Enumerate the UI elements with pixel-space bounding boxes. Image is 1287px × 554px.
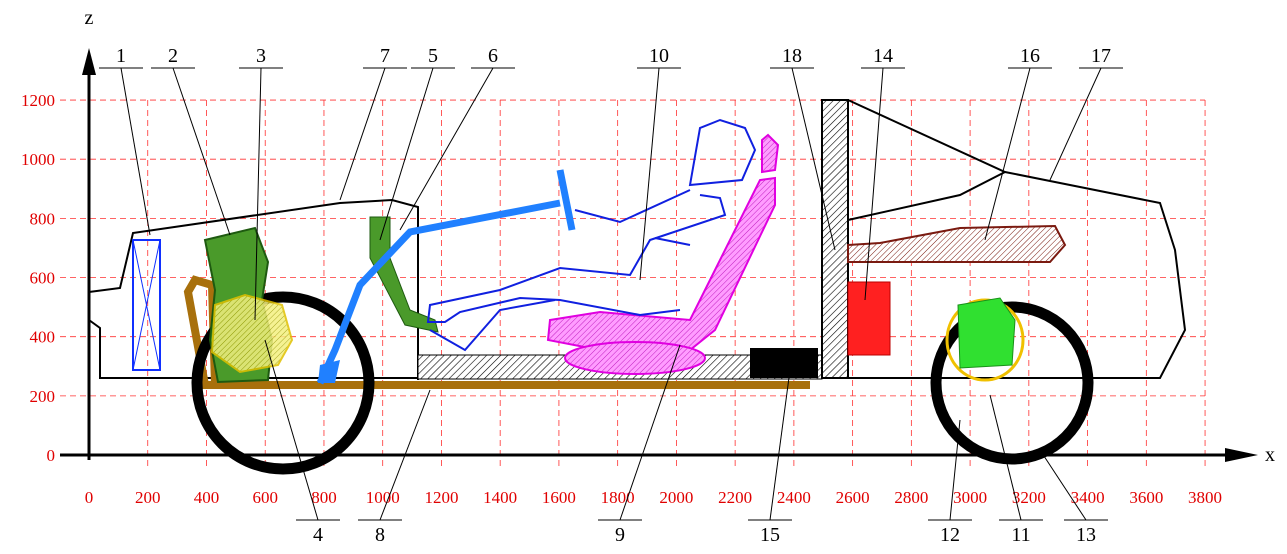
callout-label: 1 <box>116 45 126 67</box>
callout-leader <box>379 389 431 521</box>
radiator-cross <box>132 239 161 371</box>
radiator <box>132 239 161 371</box>
x-tick-label: 2600 <box>836 488 870 507</box>
driver <box>426 118 757 352</box>
callout-label: 18 <box>782 45 802 67</box>
rear-wheel <box>930 301 1094 465</box>
x-tick-label: 3400 <box>1071 488 1105 507</box>
battery <box>750 348 818 378</box>
x-tick-label: 2800 <box>894 488 928 507</box>
callout-leader <box>1049 67 1102 181</box>
z-tick-label: 200 <box>30 387 56 406</box>
callouts: 1 2 3 7 5 6 10 18 14 16 174 8 9 15 12 11 13 <box>99 45 1123 546</box>
callout-leader <box>264 339 319 521</box>
x-tick-label: 1600 <box>542 488 576 507</box>
callout-label: 13 <box>1076 524 1096 546</box>
x-tick-label: 3200 <box>1012 488 1046 507</box>
callout-label: 17 <box>1091 45 1111 67</box>
callout-label: 15 <box>760 524 780 546</box>
callout-leader <box>949 419 961 521</box>
x-tick-label: 800 <box>311 488 337 507</box>
callout-label: 3 <box>256 45 266 67</box>
z-tick-label: 600 <box>30 269 56 288</box>
x-tick-label: 3600 <box>1129 488 1163 507</box>
x-tick-label: 600 <box>252 488 278 507</box>
x-tick-label: 2200 <box>718 488 752 507</box>
callout-label: 12 <box>940 524 960 546</box>
red-unit <box>847 281 891 356</box>
seat-cushion <box>564 341 706 375</box>
x-tick-label: 3000 <box>953 488 987 507</box>
rear-deck <box>847 171 1006 221</box>
rear-unit <box>957 297 1016 369</box>
x-tick-label: 200 <box>135 488 161 507</box>
grid: 0 200 400 600 800 1000 1200 1400 1600 1800 2000 220… <box>21 91 1222 507</box>
gearbox <box>210 293 294 374</box>
tank <box>847 224 1067 263</box>
callout-label: 11 <box>1011 524 1030 546</box>
callout-label: 16 <box>1020 45 1040 67</box>
x-tick-label: 1200 <box>424 488 458 507</box>
z-axis-label: z <box>85 7 94 29</box>
callout-leader <box>399 67 494 231</box>
z-tick-label: 1200 <box>21 91 55 110</box>
callout-leader <box>769 369 791 521</box>
callout-label: 14 <box>873 45 893 67</box>
x-tick-label: 400 <box>194 488 220 507</box>
callout-leader <box>254 67 262 321</box>
callout-leader <box>791 67 836 251</box>
x-tick-label: 2000 <box>659 488 693 507</box>
x-axis-label: x <box>1265 444 1275 466</box>
callout-label: 8 <box>375 524 385 546</box>
callout-leader <box>984 67 1031 241</box>
rear-body <box>847 99 1187 379</box>
column-foot <box>318 360 340 383</box>
callout-label: 6 <box>488 45 498 67</box>
x-tick-label: 3800 <box>1188 488 1222 507</box>
z-arrow <box>82 48 96 75</box>
z-tick-label: 0 <box>47 446 56 465</box>
z-tick-label: 800 <box>30 209 56 228</box>
callout-label: 7 <box>380 45 390 67</box>
callout-leader <box>639 67 660 281</box>
steering-column <box>316 199 561 385</box>
pedal <box>369 216 439 333</box>
pillar <box>821 99 849 379</box>
callout-leader <box>619 344 681 521</box>
callout-leader <box>172 67 231 236</box>
x-tick-label: 1000 <box>366 488 400 507</box>
callout-label: 5 <box>428 45 438 67</box>
callout-leader <box>379 67 434 241</box>
car <box>88 99 1187 475</box>
front-wheel <box>191 291 375 475</box>
callout-label: 9 <box>615 524 625 546</box>
callout-leader <box>120 67 151 236</box>
x-tick-label: 1400 <box>483 488 517 507</box>
callout-label: 10 <box>649 45 669 67</box>
callout-leader <box>864 67 884 301</box>
callout-label: 4 <box>313 524 323 546</box>
callout-leader <box>1039 449 1087 521</box>
callout-leader <box>339 67 386 201</box>
x-tick-label: 2400 <box>777 488 811 507</box>
headrest <box>761 133 780 174</box>
steering-wheel <box>556 169 576 231</box>
axes: z x <box>60 7 1275 466</box>
x-arrow <box>1225 448 1258 462</box>
front-body <box>88 198 419 380</box>
callout-leader <box>989 394 1022 521</box>
callout-label: 2 <box>168 45 178 67</box>
z-tick-label: 400 <box>30 328 56 347</box>
z-tick-label: 1000 <box>21 150 55 169</box>
x-tick-label: 0 <box>85 488 94 507</box>
